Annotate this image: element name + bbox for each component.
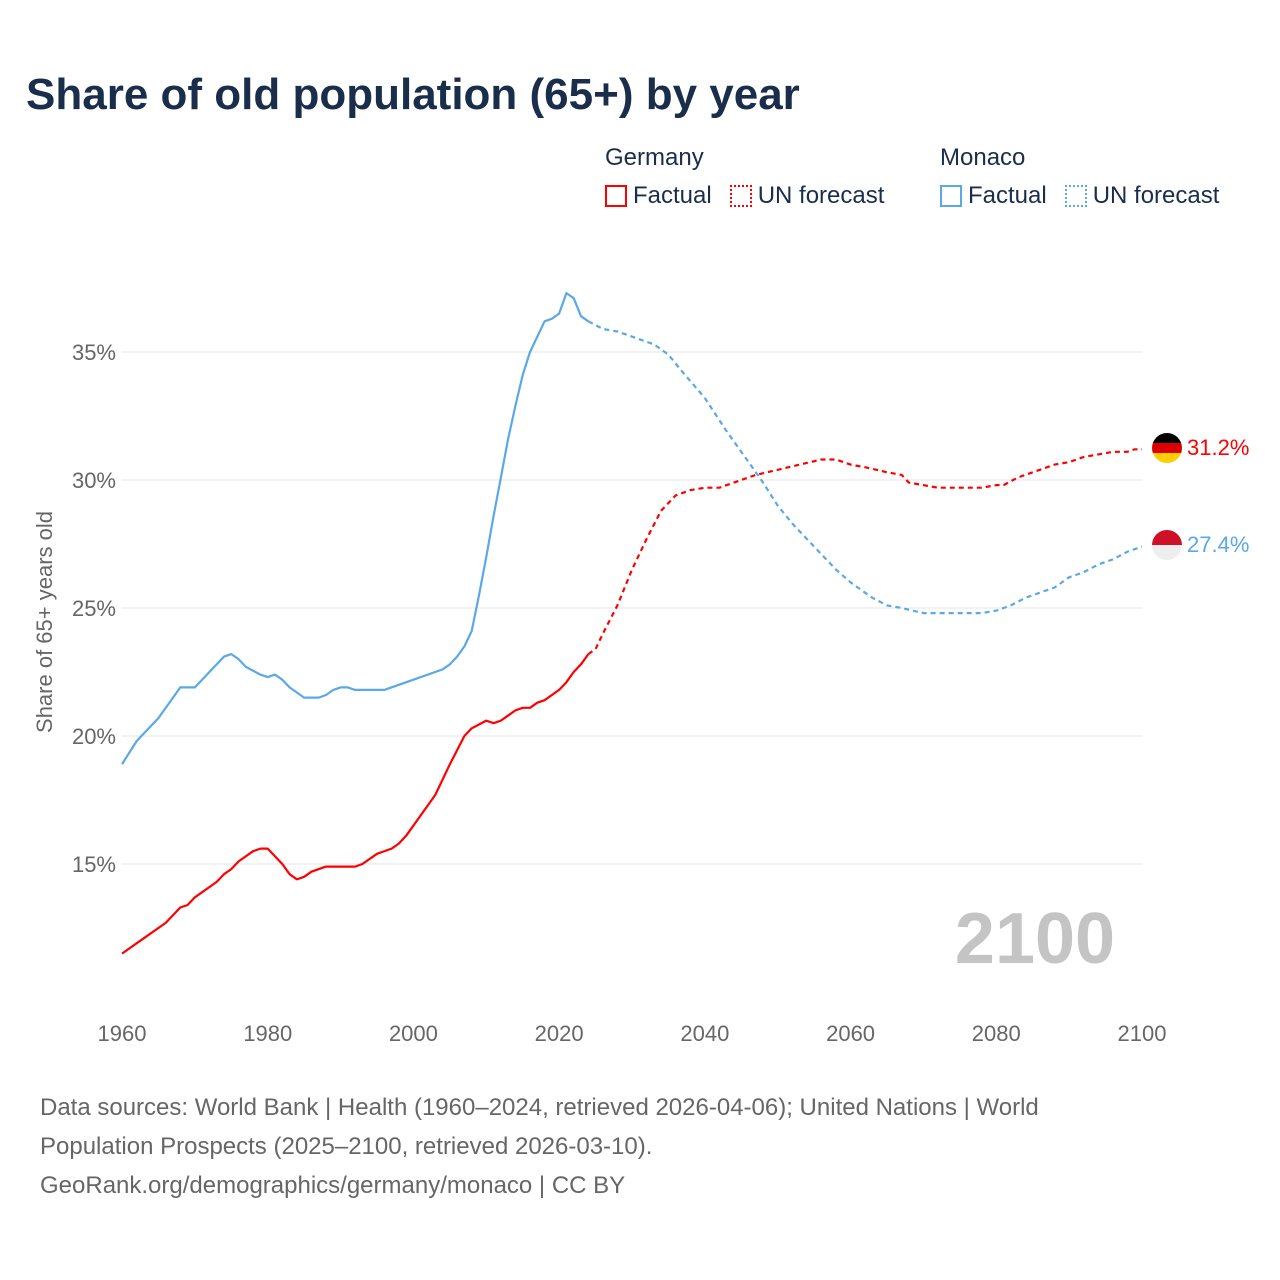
legend-label: Factual	[633, 182, 712, 209]
x-tick-label: 2000	[389, 1021, 438, 1046]
y-axis-label: Share of 65+ years old	[32, 511, 57, 733]
legend-label: Factual	[968, 182, 1047, 209]
x-tick-label: 2060	[826, 1021, 875, 1046]
footer: Data sources: World Bank | Health (1960–…	[40, 1088, 1160, 1205]
chart-title: Share of old population (65+) by year	[26, 70, 800, 119]
y-tick-label: 25%	[72, 596, 116, 621]
monaco-forecast-line	[587, 320, 1143, 615]
solid-swatch-icon	[940, 185, 962, 207]
solid-swatch-icon	[605, 185, 627, 207]
dotted-swatch-icon	[729, 185, 752, 207]
legend-germany-factual[interactable]: Factual	[605, 182, 712, 210]
y-tick-label: 35%	[72, 340, 116, 365]
legend-germany-forecast[interactable]: UN forecast	[729, 182, 885, 210]
attribution-link[interactable]: GeoRank.org/demographics/germany/monaco …	[40, 1172, 626, 1199]
germany-end-label: 31.2%	[1187, 435, 1249, 460]
legend-label: UN forecast	[757, 182, 885, 209]
x-tick-label: 2080	[972, 1021, 1021, 1046]
source-line-1: Data sources: World Bank | Health (1960–…	[40, 1094, 1039, 1121]
y-tick-label: 15%	[72, 852, 116, 877]
source-line-2: Population Prospects (2025–2100, retriev…	[40, 1133, 653, 1160]
dotted-swatch-icon	[1064, 185, 1087, 207]
x-tick-label: 2020	[535, 1021, 584, 1046]
year-watermark: 2100	[955, 899, 1115, 979]
legend-monaco-forecast[interactable]: UN forecast	[1064, 182, 1220, 210]
y-tick-label: 20%	[72, 724, 116, 749]
germany-flag-icon	[1152, 433, 1182, 463]
monaco-end-label: 27.4%	[1187, 532, 1249, 557]
monaco-flag-icon	[1152, 530, 1182, 560]
legend-monaco: Monaco Factual UN forecast	[940, 144, 1219, 210]
x-tick-label: 1980	[243, 1021, 292, 1046]
x-tick-label: 1960	[98, 1021, 147, 1046]
legend-label: UN forecast	[1092, 182, 1220, 209]
legend-monaco-factual[interactable]: Factual	[940, 182, 1047, 210]
monaco-factual-line	[121, 292, 589, 765]
legend-monaco-label: Monaco	[940, 144, 1026, 171]
germany-factual-line	[121, 653, 590, 955]
x-tick-label: 2100	[1118, 1021, 1167, 1046]
germany-forecast-line	[587, 448, 1142, 656]
line-chart: 15% 20% 25% 30% 35% 1960 1980 2000 2020 2040 2060 2…	[32, 292, 1249, 1046]
legend-germany-label: Germany	[605, 144, 704, 171]
legend-germany: Germany Factual UN forecast	[605, 144, 884, 210]
y-tick-label: 30%	[72, 468, 116, 493]
x-tick-label: 2040	[680, 1021, 729, 1046]
